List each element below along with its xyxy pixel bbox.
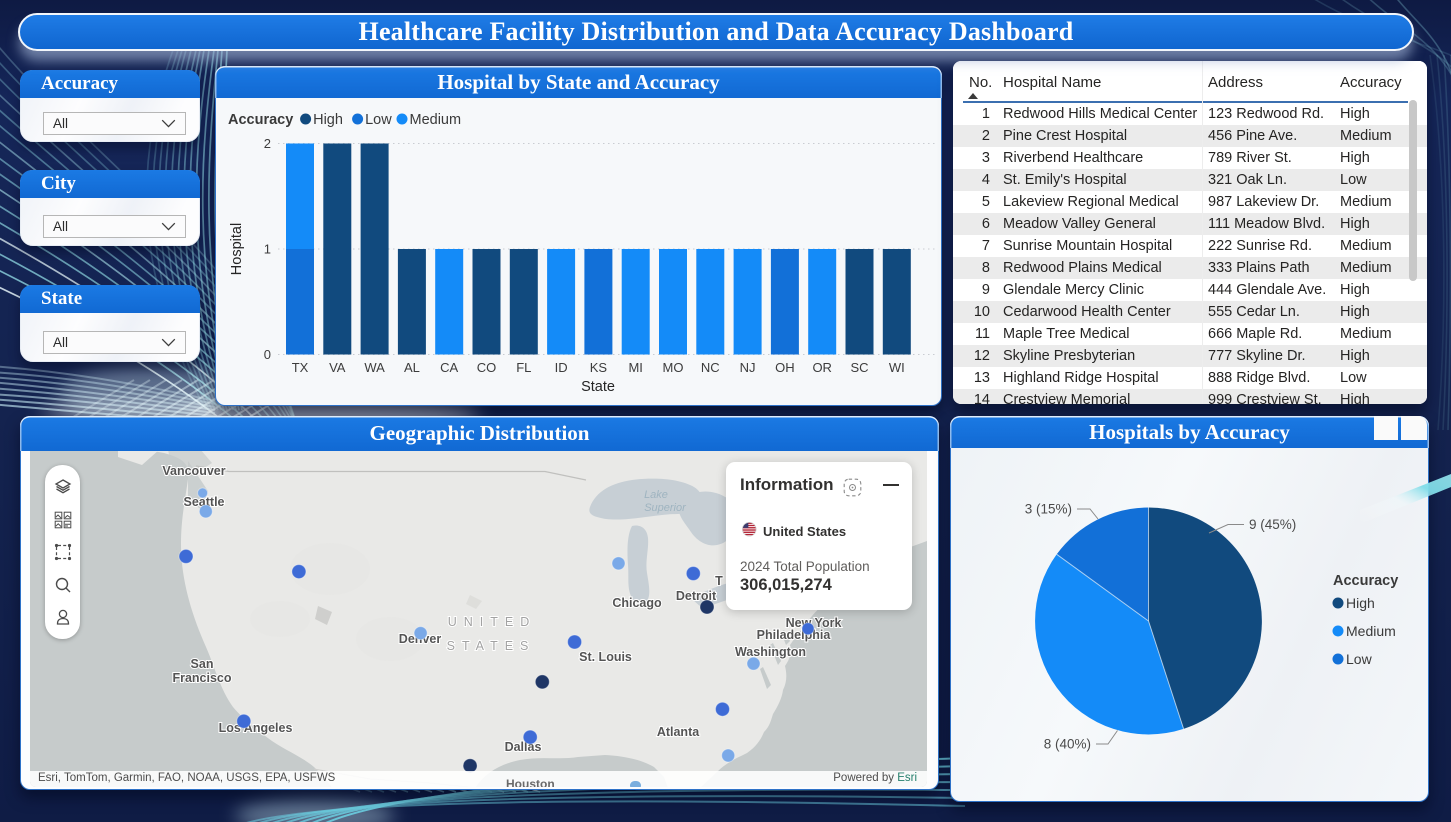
svg-text:St. Louis: St. Louis	[579, 650, 632, 664]
svg-text:Vancouver: Vancouver	[162, 464, 225, 478]
svg-text:T: T	[715, 574, 723, 588]
svg-text:OR: OR	[812, 360, 832, 375]
svg-text:CO: CO	[477, 360, 497, 375]
svg-text:Accuracy: Accuracy	[1333, 573, 1398, 589]
svg-text:UNITED: UNITED	[448, 615, 537, 629]
svg-text:Detroit: Detroit	[676, 589, 717, 603]
svg-text:Hospital: Hospital	[229, 223, 245, 275]
svg-text:WI: WI	[889, 360, 905, 375]
svg-text:New York: New York	[786, 616, 842, 630]
svg-text:0: 0	[264, 347, 271, 362]
svg-text:NC: NC	[701, 360, 720, 375]
svg-text:ID: ID	[555, 360, 568, 375]
svg-text:High: High	[1346, 595, 1375, 611]
svg-text:WA: WA	[364, 360, 385, 375]
svg-text:CA: CA	[440, 360, 458, 375]
svg-text:1: 1	[264, 242, 271, 257]
svg-text:MI: MI	[628, 360, 642, 375]
svg-text:State: State	[581, 379, 615, 395]
svg-text:Francisco: Francisco	[172, 671, 231, 685]
svg-text:High: High	[313, 112, 343, 128]
svg-text:STATES: STATES	[447, 639, 536, 653]
svg-text:KS: KS	[590, 360, 608, 375]
svg-text:3 (15%): 3 (15%)	[1025, 502, 1072, 517]
svg-text:MO: MO	[663, 360, 684, 375]
svg-text:Washington: Washington	[735, 645, 806, 659]
svg-text:Dallas: Dallas	[505, 740, 542, 754]
svg-text:San: San	[191, 657, 214, 671]
svg-text:NJ: NJ	[740, 360, 756, 375]
svg-text:Los Angeles: Los Angeles	[219, 721, 293, 735]
svg-text:Medium: Medium	[410, 112, 462, 128]
svg-text:SC: SC	[850, 360, 868, 375]
svg-text:Lake: Lake	[644, 489, 668, 501]
svg-text:Seattle: Seattle	[184, 495, 225, 509]
svg-text:Accuracy: Accuracy	[228, 112, 293, 128]
svg-text:Philadelphia: Philadelphia	[757, 628, 832, 642]
svg-text:TX: TX	[292, 360, 309, 375]
svg-text:VA: VA	[329, 360, 346, 375]
svg-text:Superior: Superior	[644, 502, 687, 514]
svg-text:Medium: Medium	[1346, 623, 1396, 639]
svg-text:2: 2	[264, 136, 271, 151]
svg-text:8 (40%): 8 (40%)	[1044, 737, 1091, 752]
svg-text:Low: Low	[1346, 651, 1373, 667]
svg-text:OH: OH	[775, 360, 795, 375]
svg-text:9 (45%): 9 (45%)	[1249, 517, 1296, 532]
svg-text:Low: Low	[365, 112, 392, 128]
svg-text:Chicago: Chicago	[612, 596, 662, 610]
svg-text:Atlanta: Atlanta	[657, 725, 700, 739]
svg-text:FL: FL	[516, 360, 531, 375]
svg-text:AL: AL	[404, 360, 420, 375]
